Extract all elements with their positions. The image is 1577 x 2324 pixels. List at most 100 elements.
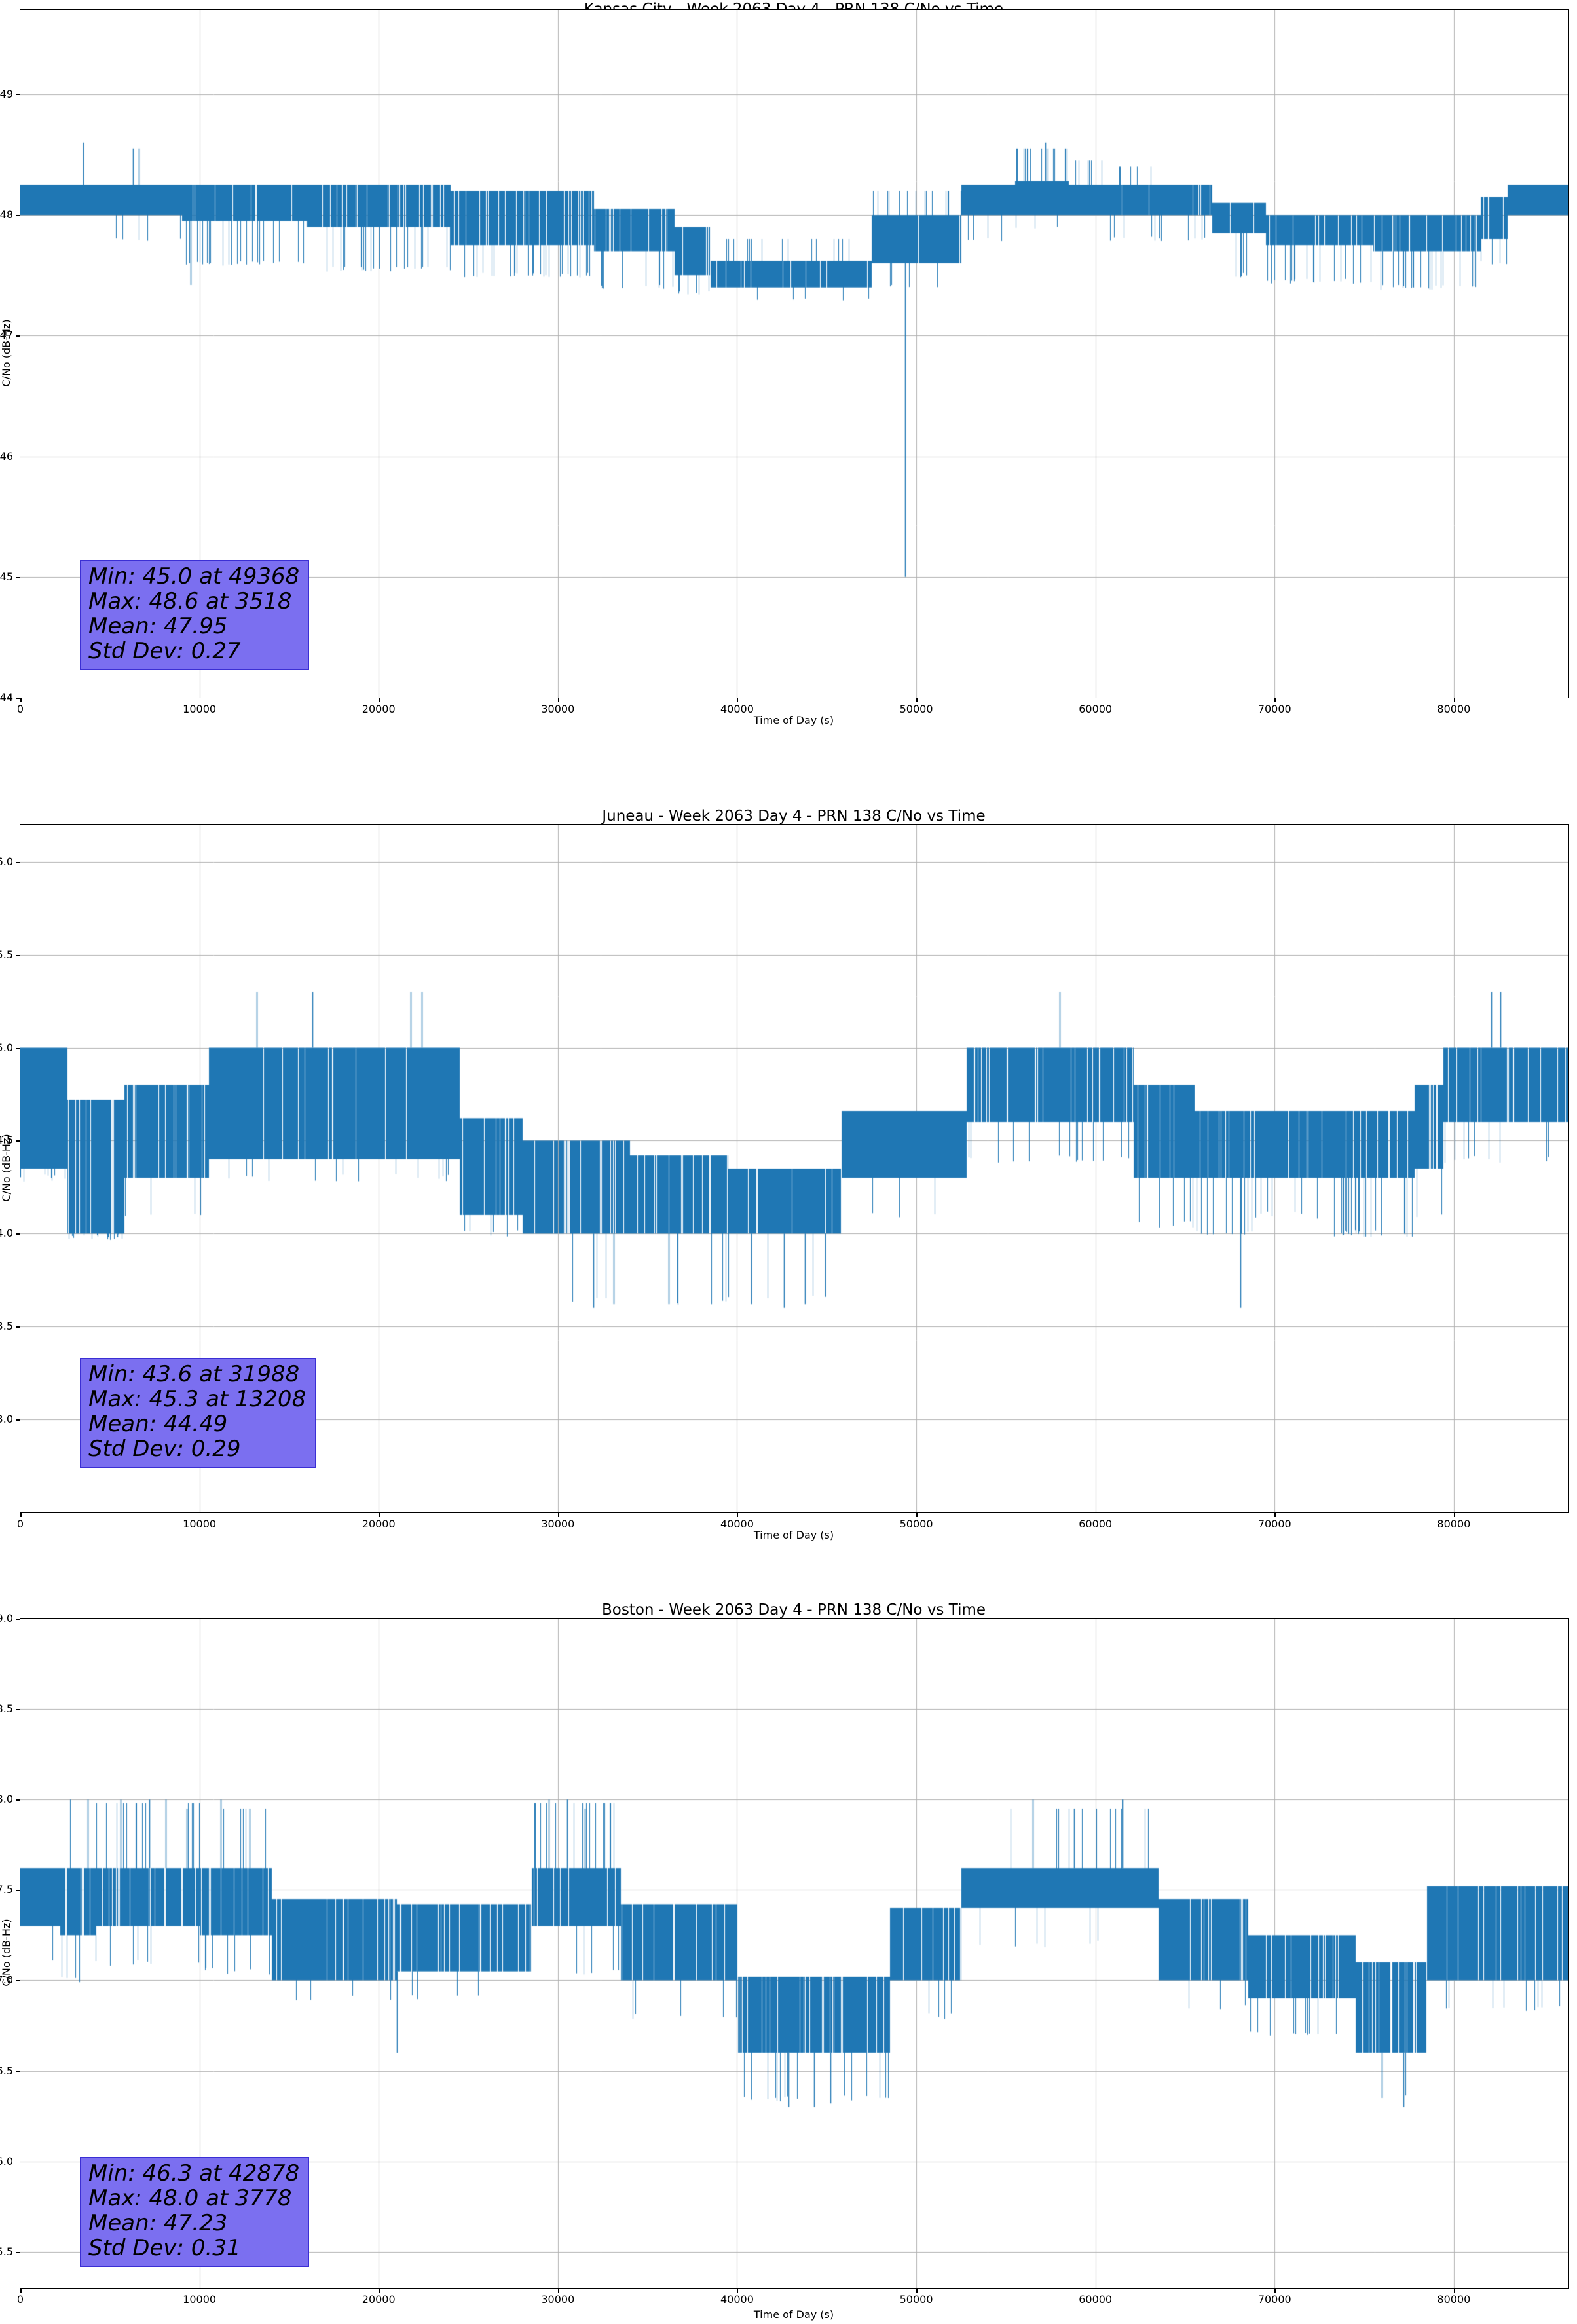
x-tick-mark xyxy=(737,698,738,702)
x-tick-mark xyxy=(1274,2289,1276,2293)
x-tick-label: 60000 xyxy=(1079,703,1113,715)
y-tick-label: 45 xyxy=(0,570,13,583)
x-tick-label: 70000 xyxy=(1257,1518,1291,1530)
plot-canvas-kansas-city xyxy=(20,9,1569,698)
x-tick-label: 0 xyxy=(16,703,24,715)
x-tick-mark xyxy=(1453,698,1455,702)
stat-min: Min: 46.3 at 42878 xyxy=(88,2160,300,2186)
x-tick-mark xyxy=(379,1513,380,1517)
x-tick-mark xyxy=(1095,698,1097,702)
x-tick-label: 10000 xyxy=(183,703,217,715)
y-tick-mark xyxy=(16,1140,20,1142)
x-tick-label: 50000 xyxy=(899,1518,933,1530)
x-tick-mark xyxy=(737,1513,738,1517)
x-tick-mark xyxy=(199,2289,201,2293)
x-tick-mark xyxy=(1453,2289,1455,2293)
x-tick-mark xyxy=(20,698,22,702)
y-tick-label: 47.0 xyxy=(0,1974,13,1987)
stat-min: Min: 45.0 at 49368 xyxy=(88,563,300,590)
y-tick-mark xyxy=(16,1619,20,1620)
x-axis-label: Time of Day (s) xyxy=(753,2308,834,2321)
stat-mean: Mean: 47.23 xyxy=(88,2210,228,2236)
x-tick-label: 30000 xyxy=(541,2293,575,2306)
stat-mean: Mean: 47.95 xyxy=(88,613,228,639)
x-tick-label: 50000 xyxy=(899,703,933,715)
x-axis-label: Time of Day (s) xyxy=(753,714,834,726)
x-tick-label: 10000 xyxy=(183,2293,217,2306)
y-tick-label: 48.5 xyxy=(0,1702,13,1715)
x-axis-label: Time of Day (s) xyxy=(753,1529,834,1541)
y-tick-label: 49 xyxy=(0,87,13,100)
y-tick-mark xyxy=(16,1890,20,1891)
x-tick-label: 0 xyxy=(16,2293,24,2306)
x-tick-mark xyxy=(557,2289,559,2293)
x-tick-mark xyxy=(737,2289,738,2293)
x-tick-mark xyxy=(199,698,201,702)
y-tick-label: 44.0 xyxy=(0,1227,13,1240)
stat-mean: Mean: 44.49 xyxy=(88,1411,228,1437)
y-tick-label: 45.5 xyxy=(0,948,13,961)
y-tick-label: 48.0 xyxy=(0,1793,13,1806)
stats-annotation: Min: 46.3 at 42878 Max: 48.0 at 3778 Mea… xyxy=(80,2157,310,2267)
y-tick-mark xyxy=(16,576,20,578)
x-tick-label: 20000 xyxy=(362,1518,396,1530)
y-tick-label: 45.0 xyxy=(0,1041,13,1054)
y-tick-mark xyxy=(16,1047,20,1049)
x-tick-label: 80000 xyxy=(1437,703,1471,715)
y-tick-label: 46.0 xyxy=(0,2154,13,2167)
x-tick-label: 60000 xyxy=(1079,1518,1113,1530)
chart-title: Boston - Week 2063 Day 4 - PRN 138 C/No … xyxy=(601,1602,986,1619)
x-tick-label: 20000 xyxy=(362,703,396,715)
y-tick-label: 46 xyxy=(0,449,13,462)
x-tick-mark xyxy=(1095,2289,1097,2293)
y-tick-label: 45.5 xyxy=(0,2245,13,2258)
x-tick-label: 50000 xyxy=(899,2293,933,2306)
stat-std: Std Dev: 0.27 xyxy=(88,638,241,664)
stats-annotation: Min: 43.6 at 31988 Max: 45.3 at 13208 Me… xyxy=(80,1358,316,1468)
x-tick-mark xyxy=(916,1513,918,1517)
x-tick-label: 30000 xyxy=(541,1518,575,1530)
y-tick-label: 47.5 xyxy=(0,1883,13,1896)
y-tick-label: 46.5 xyxy=(0,2064,13,2077)
y-tick-label: 49.0 xyxy=(0,1612,13,1624)
y-tick-mark xyxy=(16,1419,20,1421)
y-tick-label: 43.0 xyxy=(0,1413,13,1426)
x-tick-mark xyxy=(1095,1513,1097,1517)
x-tick-label: 70000 xyxy=(1257,2293,1291,2306)
x-tick-mark xyxy=(557,698,559,702)
y-tick-mark xyxy=(16,94,20,96)
y-tick-mark xyxy=(16,1326,20,1328)
x-tick-mark xyxy=(1453,1513,1455,1517)
stat-max: Max: 48.6 at 3518 xyxy=(88,588,292,614)
x-tick-label: 60000 xyxy=(1079,2293,1113,2306)
x-tick-label: 30000 xyxy=(541,703,575,715)
x-tick-label: 20000 xyxy=(362,2293,396,2306)
x-tick-mark xyxy=(557,1513,559,1517)
stat-std: Std Dev: 0.31 xyxy=(88,2235,241,2261)
x-tick-label: 70000 xyxy=(1257,703,1291,715)
x-tick-mark xyxy=(1274,1513,1276,1517)
y-tick-mark xyxy=(16,1799,20,1801)
x-tick-mark xyxy=(379,698,380,702)
y-tick-mark xyxy=(16,2071,20,2072)
y-tick-mark xyxy=(16,1233,20,1235)
x-tick-mark xyxy=(379,2289,380,2293)
x-tick-mark xyxy=(916,2289,918,2293)
y-tick-mark xyxy=(16,2251,20,2253)
y-tick-label: 46.0 xyxy=(0,855,13,868)
y-tick-mark xyxy=(16,335,20,337)
stat-min: Min: 43.6 at 31988 xyxy=(88,1361,300,1387)
stat-std: Std Dev: 0.29 xyxy=(88,1436,241,1462)
y-tick-mark xyxy=(16,456,20,458)
x-tick-mark xyxy=(20,1513,22,1517)
x-tick-label: 80000 xyxy=(1437,2293,1471,2306)
y-axis-label: C/No (dB-Hz) xyxy=(0,319,12,387)
y-tick-label: 44.5 xyxy=(0,1134,13,1147)
stat-max: Max: 45.3 at 13208 xyxy=(88,1386,306,1412)
x-tick-label: 0 xyxy=(16,1518,24,1530)
stats-annotation: Min: 45.0 at 49368 Max: 48.6 at 3518 Mea… xyxy=(80,560,310,670)
y-tick-mark xyxy=(16,2161,20,2163)
y-tick-label: 47 xyxy=(0,329,13,342)
x-tick-label: 80000 xyxy=(1437,1518,1471,1530)
